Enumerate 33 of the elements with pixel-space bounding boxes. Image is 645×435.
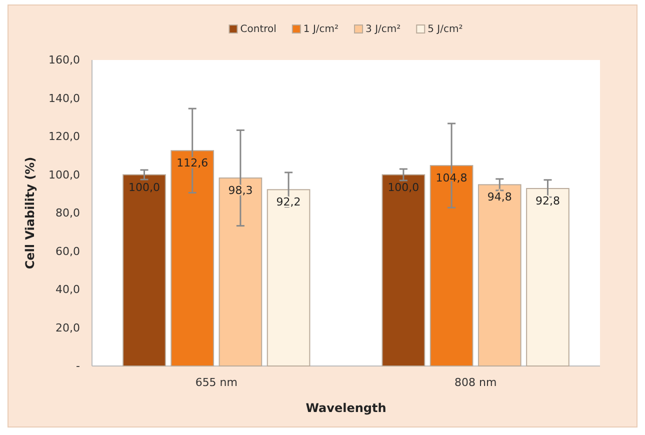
data-label: 104,8 [436, 172, 468, 185]
y-tick-label: 120,0 [48, 130, 80, 144]
data-label: 94,8 [487, 190, 512, 204]
bar [122, 174, 166, 366]
data-label: 92,8 [535, 194, 560, 208]
bar [526, 188, 570, 366]
x-axis-title: Wavelength [306, 401, 386, 415]
legend-label: Control [240, 24, 276, 35]
data-label: 92,2 [276, 196, 301, 209]
bar [430, 165, 474, 366]
bar [266, 189, 310, 366]
y-tick-label: 80,0 [56, 206, 80, 220]
bar [170, 150, 214, 366]
data-label: 100,0 [128, 180, 160, 194]
x-tick-label: 655 nm [195, 376, 238, 389]
data-label: 112,6 [176, 156, 208, 170]
y-tick-label: 40,0 [56, 283, 80, 296]
y-tick-label: 140,0 [48, 92, 80, 105]
legend-label: 1 J/cm² [303, 24, 339, 35]
bar [382, 174, 426, 366]
y-tick-label: 100,0 [48, 168, 80, 182]
y-tick-label: - [76, 360, 80, 373]
legend-label: 3 J/cm² [366, 24, 401, 35]
data-label: 100,0 [388, 180, 420, 194]
bar [218, 178, 262, 366]
y-tick-label: 60,0 [56, 244, 80, 258]
bar [478, 184, 522, 366]
data-label: 98,3 [228, 184, 253, 197]
legend-label: 5 J/cm² [428, 24, 463, 35]
x-tick-label: 808 nm [454, 376, 497, 389]
y-axis-title: Cell Viability (%) [23, 156, 37, 270]
y-tick-label: 20,0 [56, 321, 80, 334]
y-tick-label: 160,0 [48, 54, 80, 67]
